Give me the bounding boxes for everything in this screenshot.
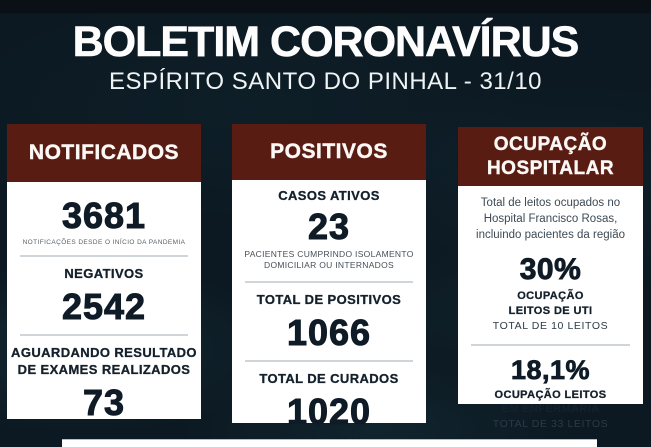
negativos-label: NEGATIVOS [64,266,144,281]
page-title: BOLETIM CORONAVÍRUS [72,18,579,66]
total-positivos-value: 1066 [286,311,372,353]
uti-label-line2: LEITOS DE UTI [508,304,593,317]
curados-label: TOTAL DE CURADOS [259,370,399,386]
curados-value: 1020 [286,390,372,432]
card-notificados-body: 3681 NOTIFICAÇÕES DESDE O INÍCIO DA PAND… [7,182,201,423]
card-notificados: NOTIFICADOS 3681 NOTIFICAÇÕES DESDE O IN… [7,124,201,423]
card-positivos-body: CASOS ATIVOS 23 PACIENTES CUMPRINDO ISOL… [232,180,426,447]
enfermaria-percent: 18,1% [510,354,591,385]
divider [20,255,188,257]
card-ocupacao-title: OCUPAÇÃO HOSPITALAR [458,127,643,186]
page-subtitle: ESPÍRITO SANTO DO PINHAL - 31/10 [108,68,543,95]
card-ocupacao-hospitalar: OCUPAÇÃO HOSPITALAR Total de leitos ocup… [458,127,643,430]
notificados-total-caption: NOTIFICAÇÕES DESDE O INÍCIO DA PANDEMIA [22,239,186,246]
card-notificados-title: NOTIFICADOS [7,124,201,182]
total-positivos-label: TOTAL DE POSITIVOS [256,291,402,307]
aguardando-label: AGUARDANDO RESULTADO DE EXAMES REALIZADO… [11,344,197,377]
card-positivos: POSITIVOS CASOS ATIVOS 23 PACIENTES CUMP… [232,124,426,447]
aguardando-value: 73 [82,381,126,423]
bulletin-header: BOLETIM CORONAVÍRUS ESPÍRITO SANTO DO PI… [0,0,651,96]
casos-ativos-caption: PACIENTES CUMPRINDO ISOLAMENTO DOMICILIA… [244,248,414,271]
card-positivos-title: POSITIVOS [232,124,426,180]
uti-percent: 30% [519,253,582,287]
ocupacao-description: Total de leitos ocupados no Hospital Fra… [476,197,625,242]
divider [245,359,413,362]
card-ocupacao-body: Total de leitos ocupados no Hospital Fra… [458,186,643,430]
notificados-total-value: 3681 [61,195,147,236]
negativos-value: 2542 [61,285,147,327]
divider [245,280,413,283]
divider [20,333,188,336]
enfermaria-label-line2: EM ENFERMARIA [501,403,600,416]
casos-ativos-label: CASOS ATIVOS [278,188,380,203]
casos-ativos-value: 23 [307,205,351,247]
enfermaria-label-line1: OCUPAÇÃO LEITOS [494,388,607,401]
enfermaria-total-leitos: TOTAL DE 33 LEITOS [492,418,609,431]
uti-total-leitos: TOTAL DE 10 LEITOS [492,319,609,332]
next-card-top-edge [62,439,597,447]
uti-label-line1: OCUPAÇÃO [517,290,584,303]
divider [471,343,630,346]
